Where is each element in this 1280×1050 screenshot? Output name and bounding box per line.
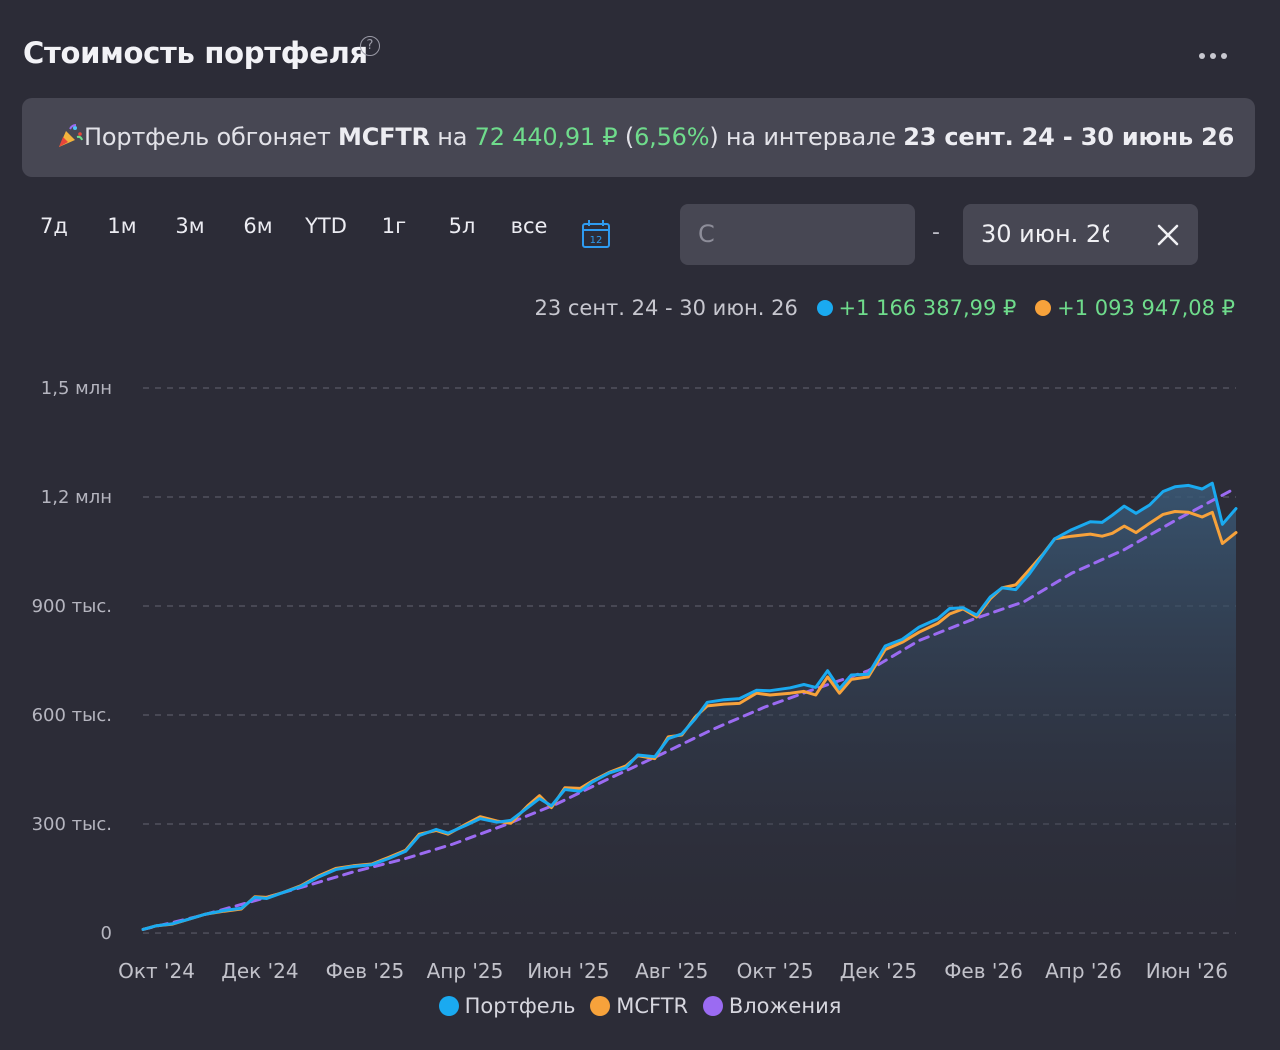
period-all-button[interactable]: все xyxy=(510,214,548,238)
chart-legend: Портфель MCFTR Вложения xyxy=(0,994,1280,1018)
date-to-input[interactable]: 30 июн. 26 xyxy=(963,204,1198,265)
date-from-placeholder: С xyxy=(698,220,715,248)
range-summary: 23 сент. 24 - 30 июн. 26 +1 166 387,99 ₽… xyxy=(534,296,1235,320)
diff-percent: 6,56% xyxy=(634,123,710,151)
legend-label: Вложения xyxy=(728,994,842,1018)
y-tick-label: 0 xyxy=(101,923,112,944)
date-separator: - xyxy=(932,220,940,245)
banner-text-1: Портфель обгоняет xyxy=(84,123,339,151)
calendar-day: 12 xyxy=(590,235,603,246)
date-to-value: 30 июн. 26 xyxy=(981,220,1109,248)
diff-value: 72 440,91 ₽ xyxy=(474,123,618,151)
calendar-icon[interactable]: 12 xyxy=(580,218,612,250)
portfolio-area xyxy=(143,483,1236,933)
x-tick-label: Июн '25 xyxy=(527,959,609,983)
y-tick-label: 1,5 млн xyxy=(41,378,112,399)
period-3m-button[interactable]: 3м xyxy=(175,214,205,238)
series-line-investments xyxy=(141,486,1238,931)
mcftr-dot-icon xyxy=(1035,300,1052,316)
period-ytd-button[interactable]: YTD xyxy=(305,214,347,238)
clear-date-icon[interactable] xyxy=(1155,222,1181,248)
page-title: Стоимость портфеля xyxy=(23,36,368,70)
dot-icon xyxy=(1199,53,1205,59)
x-tick-label: Дек '25 xyxy=(840,959,917,983)
x-tick-label: Дек '24 xyxy=(221,959,298,983)
x-tick-label: Фев '25 xyxy=(326,959,405,983)
benchmark-name: MCFTR xyxy=(338,123,430,151)
dot-icon xyxy=(1210,53,1216,59)
legend-dot-icon xyxy=(590,996,611,1016)
party-popper-icon xyxy=(59,124,83,147)
period-7d-button[interactable]: 7д xyxy=(40,214,68,238)
legend-label: MCFTR xyxy=(616,994,689,1018)
x-tick-label: Авг '25 xyxy=(635,959,708,983)
y-tick-label: 900 тыс. xyxy=(32,596,112,617)
portfolio-dot-icon xyxy=(816,300,833,316)
date-from-input[interactable]: С xyxy=(680,204,915,265)
y-tick-label: 600 тыс. xyxy=(32,705,112,726)
period-1m-button[interactable]: 1м xyxy=(107,214,137,238)
banner-text-4: ) на интервале xyxy=(709,123,904,151)
period-1y-button[interactable]: 1г xyxy=(381,214,407,238)
banner-text-2: на xyxy=(429,123,475,151)
performance-banner: Портфель обгоняет MCFTR на 72 440,91 ₽ (… xyxy=(22,98,1255,177)
legend-dot-icon xyxy=(702,996,723,1016)
banner-interval: 23 сент. 24 - 30 июнь 26 xyxy=(903,123,1235,151)
x-tick-label: Окт '24 xyxy=(118,959,195,983)
period-5y-button[interactable]: 5л xyxy=(448,214,476,238)
x-tick-label: Окт '25 xyxy=(737,959,814,983)
more-options-icon[interactable] xyxy=(1196,45,1230,67)
x-tick-label: Апр '26 xyxy=(1045,959,1122,983)
x-tick-label: Апр '25 xyxy=(427,959,504,983)
help-icon[interactable]: ? xyxy=(360,36,380,56)
series-line-portfolio xyxy=(141,481,1238,931)
legend-dot-icon xyxy=(438,996,459,1016)
legend-item-mcftr[interactable]: MCFTR xyxy=(590,994,688,1018)
x-tick-label: Фев '26 xyxy=(944,959,1023,983)
legend-label: Портфель xyxy=(464,994,576,1018)
y-tick-label: 1,2 млн xyxy=(41,487,112,508)
y-tick-label: 300 тыс. xyxy=(32,814,112,835)
banner-text-3: ( xyxy=(617,123,635,151)
legend-item-portfolio[interactable]: Портфель xyxy=(438,994,576,1018)
dot-icon xyxy=(1221,53,1227,59)
x-tick-label: Июн '26 xyxy=(1146,959,1228,983)
portfolio-change: +1 166 387,99 ₽ xyxy=(838,296,1017,320)
legend-item-investments[interactable]: Вложения xyxy=(702,994,842,1018)
benchmark-change: +1 093 947,08 ₽ xyxy=(1057,296,1235,320)
period-6m-button[interactable]: 6м xyxy=(243,214,273,238)
summary-range: 23 сент. 24 - 30 июн. 26 xyxy=(534,296,798,320)
banner-text: Портфель обгоняет MCFTR на 72 440,91 ₽ (… xyxy=(56,123,1234,151)
